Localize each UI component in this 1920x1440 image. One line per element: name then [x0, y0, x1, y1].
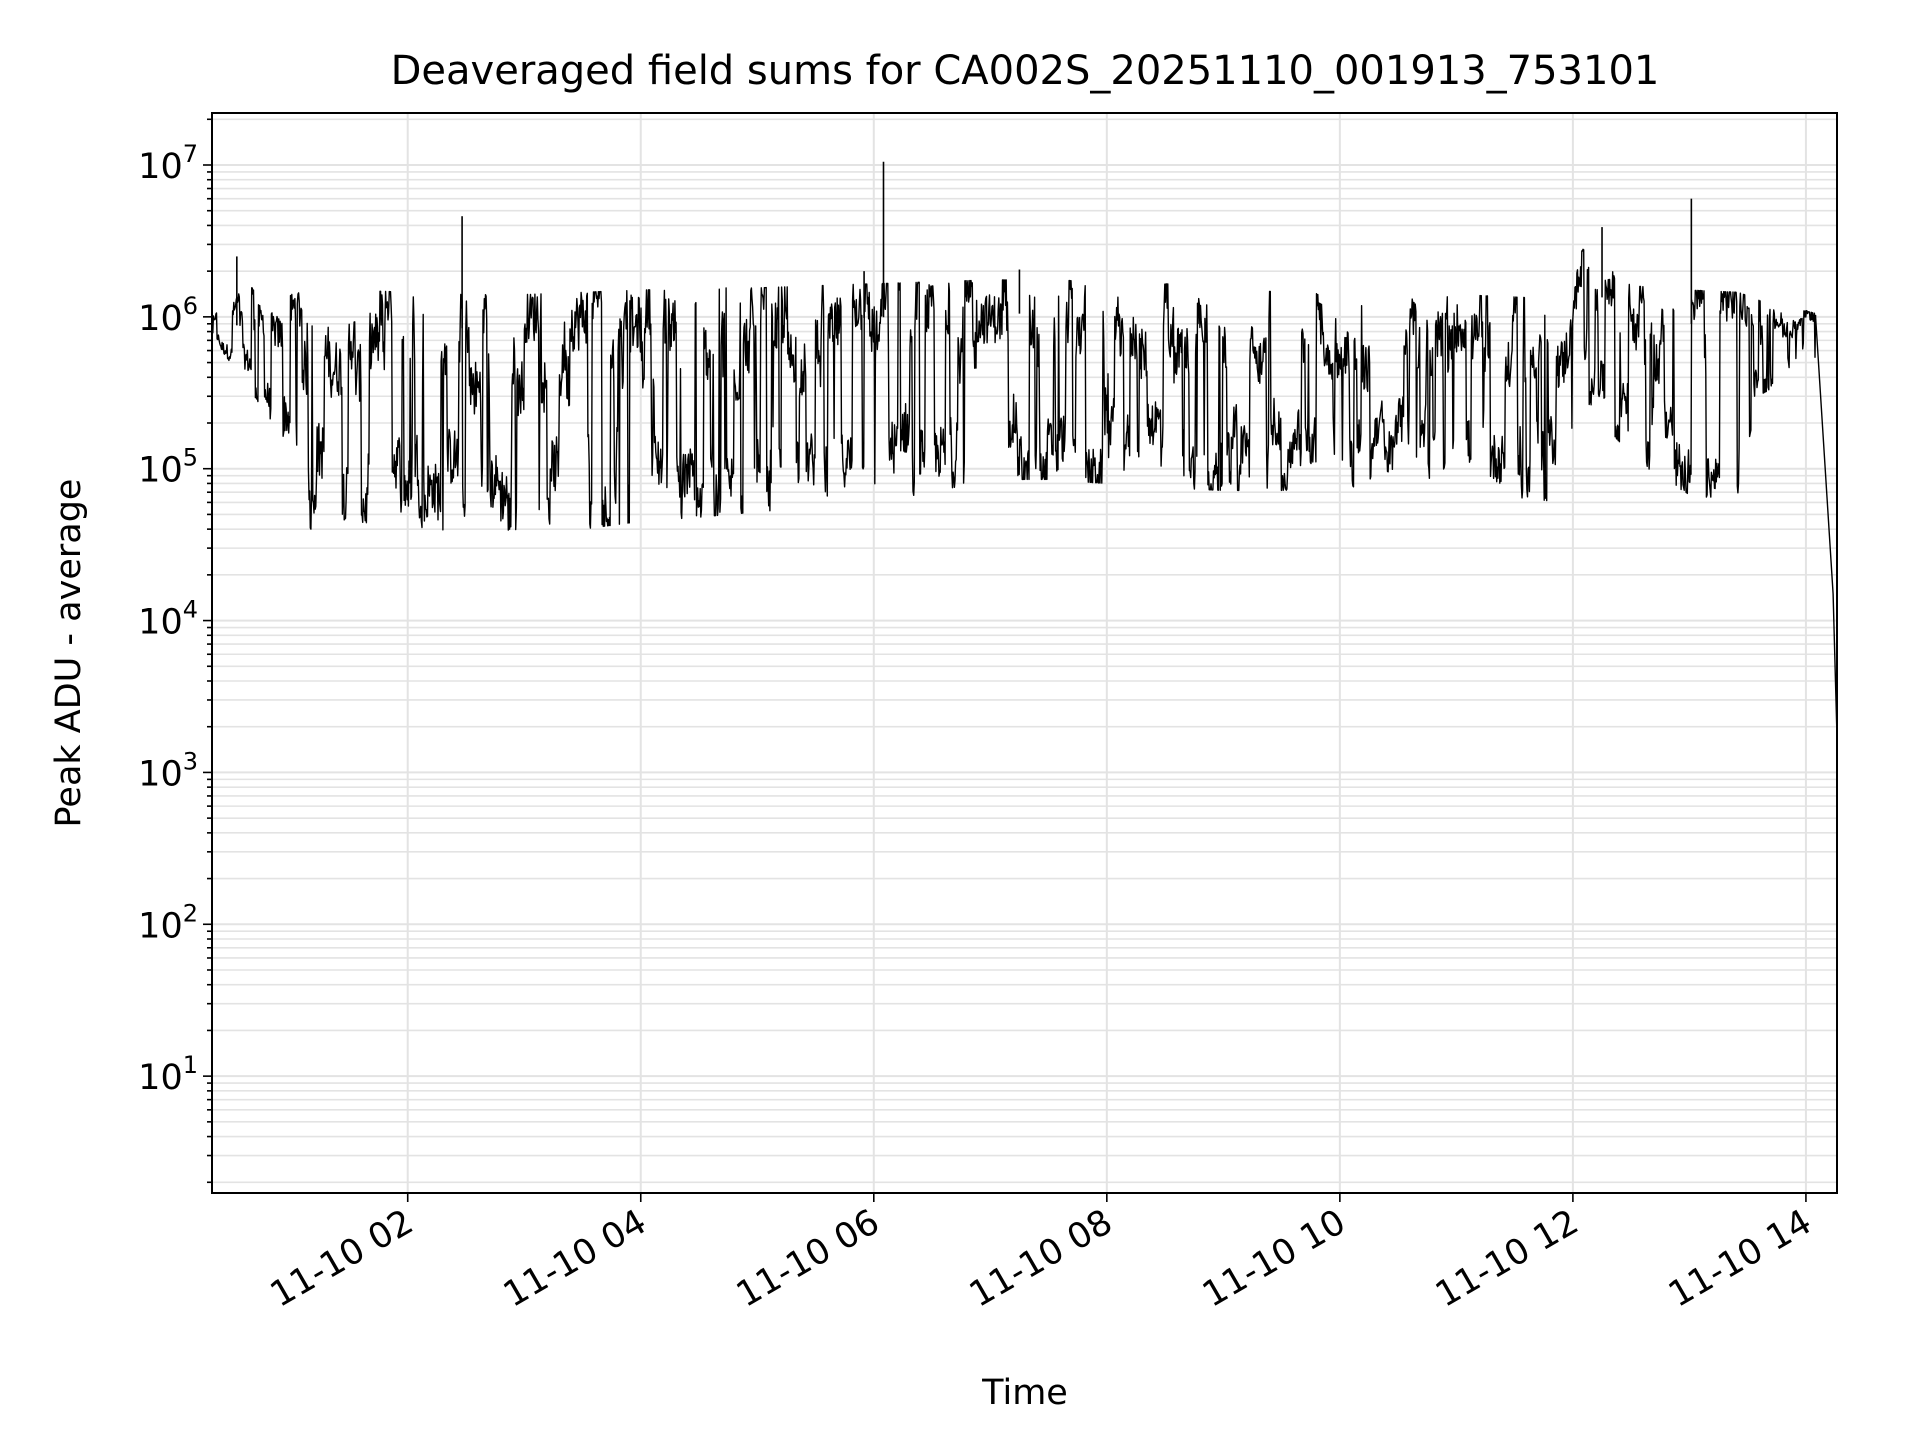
y-tick-label-exp: 7 [183, 140, 198, 168]
axes [211, 112, 1838, 1194]
y-tick-label-base: 10 [138, 603, 183, 643]
y-axis-label: Peak ADU - average [49, 479, 89, 828]
x-tick-label: 11-10 12 [1429, 1202, 1585, 1315]
y-tick-label-base: 10 [138, 451, 183, 491]
series-path [210, 248, 1838, 738]
x-tick-label: 11-10 14 [1662, 1202, 1818, 1315]
y-tick-label: 101 [138, 1051, 198, 1098]
x-tick-label: 11-10 02 [264, 1202, 420, 1315]
x-tick-label: 11-10 06 [730, 1202, 886, 1315]
y-tick-label: 102 [138, 899, 198, 946]
chart-title: Deaveraged field sums for CA002S_2025111… [391, 48, 1660, 94]
x-axis-label: Time [981, 1373, 1068, 1413]
y-tick-label-exp: 4 [183, 596, 198, 624]
grid [212, 113, 1837, 1193]
y-tick-label-base: 10 [138, 299, 183, 339]
y-tick-label-base: 10 [138, 1058, 183, 1098]
y-tick-label-base: 10 [138, 147, 183, 187]
y-tick-label-base: 10 [138, 754, 183, 794]
x-tick-label: 11-10 04 [497, 1202, 653, 1315]
y-tick-label-exp: 2 [183, 899, 198, 927]
y-tick-label-exp: 6 [183, 292, 198, 320]
y-tick-label-base: 10 [138, 906, 183, 946]
y-tick-label-exp: 1 [183, 1051, 198, 1079]
y-tick-label: 103 [138, 747, 198, 794]
series-line [210, 161, 1838, 738]
y-tick-label-exp: 3 [183, 747, 198, 775]
x-tick-label: 11-10 10 [1196, 1202, 1352, 1315]
x-tick-label: 11-10 08 [963, 1202, 1119, 1315]
y-tick-label: 106 [138, 292, 198, 339]
y-tick-label: 105 [138, 444, 198, 491]
y-tick-label: 104 [138, 596, 198, 643]
plot-frame [211, 112, 1838, 1194]
y-tick-label-exp: 5 [183, 444, 198, 472]
y-tick-label: 107 [138, 140, 198, 187]
